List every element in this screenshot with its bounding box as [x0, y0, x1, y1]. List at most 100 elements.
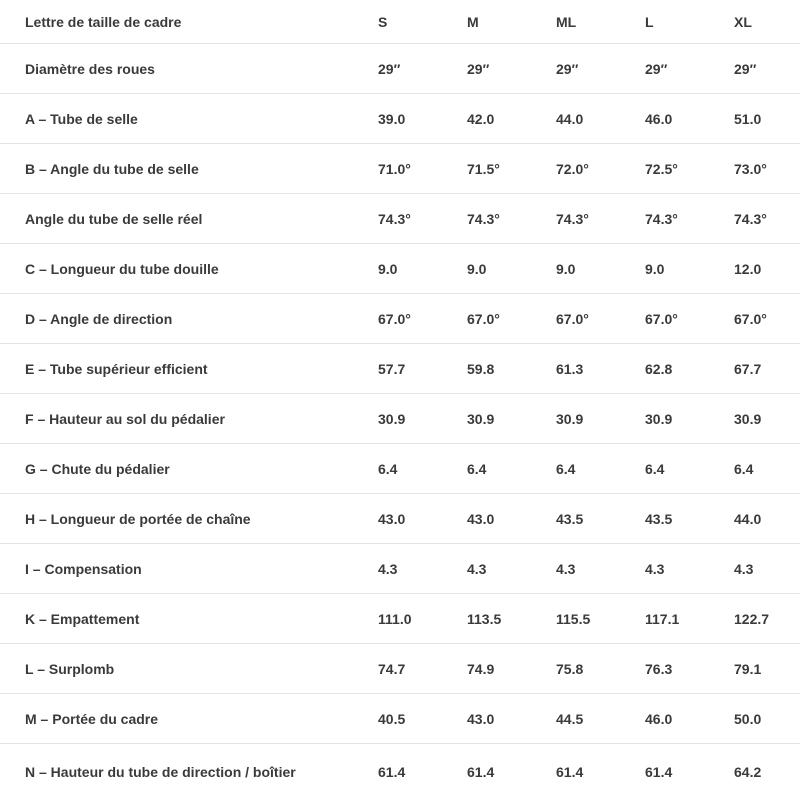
row-label: E – Tube supérieur efficient [25, 360, 208, 377]
value-cell: 57.7 [378, 360, 406, 377]
value-cell: 50.0 [734, 710, 762, 727]
size-column-header: ML [556, 13, 577, 30]
table-row: G – Chute du pédalier 6.4 6.4 6.4 6.4 6.4 [0, 444, 800, 494]
value-cell: 30.9 [645, 410, 673, 427]
value-cell: 71.5° [467, 160, 500, 177]
value-cell: 72.5° [645, 160, 678, 177]
value-cell: 40.5 [378, 710, 406, 727]
table-row: F – Hauteur au sol du pédalier 30.9 30.9 30… [0, 394, 800, 444]
value-cell: 122.7 [734, 610, 770, 627]
value-cell: 111.0 [378, 610, 412, 627]
table-row: L – Surplomb 74.7 74.9 75.8 76.3 79.1 [0, 644, 800, 694]
value-cell: 67.0° [734, 310, 767, 327]
value-cell: 46.0 [645, 710, 673, 727]
table-row: M – Portée du cadre 40.5 43.0 44.5 46.0 50.0 [0, 694, 800, 744]
value-cell: 4.3 [556, 560, 576, 577]
value-cell: 61.4 [645, 764, 673, 780]
value-cell: 74.3° [556, 210, 589, 227]
value-cell: 6.4 [378, 460, 398, 477]
table-row: K – Empattement 111.0 113.5 115.5 117.1 122.7 [0, 594, 800, 644]
value-cell: 67.0° [467, 310, 500, 327]
row-label: G – Chute du pédalier [25, 460, 170, 477]
table-row: Angle du tube de selle réel 74.3° 74.3° 74.… [0, 194, 800, 244]
value-cell: 42.0 [467, 110, 495, 127]
value-cell: 61.4 [467, 764, 495, 780]
table-row: H – Longueur de portée de chaîne 43.0 43.0… [0, 494, 800, 544]
value-cell: 73.0° [734, 160, 767, 177]
value-cell: 115.5 [556, 610, 591, 627]
value-cell: 67.0° [378, 310, 411, 327]
value-cell: 72.0° [556, 160, 589, 177]
row-label: C – Longueur du tube douille [25, 260, 219, 277]
row-label: D – Angle de direction [25, 310, 173, 327]
row-label: Diamètre des roues [25, 60, 155, 77]
size-column-header: S [378, 13, 388, 30]
value-cell: 29″ [734, 60, 757, 77]
row-label: F – Hauteur au sol du pédalier [25, 410, 225, 427]
row-label: L – Surplomb [25, 660, 115, 677]
value-cell: 9.0 [556, 260, 576, 277]
table-row: B – Angle du tube de selle 71.0° 71.5° 72.0… [0, 144, 800, 194]
value-cell: 61.3 [556, 360, 584, 377]
value-cell: 74.3° [467, 210, 500, 227]
value-cell: 12.0 [734, 260, 762, 277]
value-cell: 61.4 [556, 764, 584, 780]
value-cell: 71.0° [378, 160, 411, 177]
value-cell: 44.0 [556, 110, 584, 127]
table-header-label: Lettre de taille de cadre [25, 13, 182, 30]
value-cell: 59.8 [467, 360, 495, 377]
value-cell: 4.3 [734, 560, 754, 577]
value-cell: 44.5 [556, 710, 584, 727]
value-cell: 29″ [556, 60, 579, 77]
value-cell: 67.7 [734, 360, 762, 377]
value-cell: 4.3 [467, 560, 487, 577]
value-cell: 4.3 [378, 560, 398, 577]
row-label: H – Longueur de portée de chaîne [25, 510, 251, 527]
table-row: E – Tube supérieur efficient 57.7 59.8 61.3… [0, 344, 800, 394]
row-label: K – Empattement [25, 610, 140, 627]
table-row: N – Hauteur du tube de direction / boîti… [0, 744, 800, 800]
value-cell: 30.9 [734, 410, 762, 427]
value-cell: 51.0 [734, 110, 762, 127]
value-cell: 43.0 [467, 710, 495, 727]
value-cell: 43.0 [467, 510, 495, 527]
value-cell: 29″ [378, 60, 401, 77]
value-cell: 75.8 [556, 660, 584, 677]
value-cell: 62.8 [645, 360, 673, 377]
value-cell: 29″ [467, 60, 490, 77]
value-cell: 67.0° [645, 310, 678, 327]
value-cell: 74.3° [645, 210, 678, 227]
value-cell: 29″ [645, 60, 668, 77]
row-label: I – Compensation [25, 560, 142, 577]
value-cell: 74.7 [378, 660, 406, 677]
size-column-header: M [467, 13, 479, 30]
value-cell: 74.9 [467, 660, 495, 677]
size-column-header: XL [734, 13, 752, 30]
table-row: A – Tube de selle 39.0 42.0 44.0 46.0 51.0 [0, 94, 800, 144]
value-cell: 9.0 [467, 260, 487, 277]
row-label: M – Portée du cadre [25, 710, 159, 727]
value-cell: 6.4 [467, 460, 487, 477]
row-label: A – Tube de selle [25, 110, 138, 127]
value-cell: 79.1 [734, 660, 762, 677]
value-cell: 61.4 [378, 764, 406, 780]
value-cell: 113.5 [467, 610, 502, 627]
value-cell: 64.2 [734, 764, 762, 780]
value-cell: 44.0 [734, 510, 762, 527]
value-cell: 9.0 [645, 260, 665, 277]
value-cell: 74.3° [734, 210, 767, 227]
value-cell: 74.3° [378, 210, 411, 227]
value-cell: 39.0 [378, 110, 406, 127]
value-cell: 6.4 [734, 460, 754, 477]
value-cell: 67.0° [556, 310, 589, 327]
value-cell: 43.0 [378, 510, 406, 527]
value-cell: 6.4 [645, 460, 665, 477]
value-cell: 46.0 [645, 110, 673, 127]
value-cell: 76.3 [645, 660, 673, 677]
table-row: C – Longueur du tube douille 9.0 9.0 9.0 9.0… [0, 244, 800, 294]
size-column-header: L [645, 13, 654, 30]
value-cell: 4.3 [645, 560, 665, 577]
table-header-row: Lettre de taille de cadre S M ML L XL [0, 0, 800, 44]
row-label: B – Angle du tube de selle [25, 160, 199, 177]
